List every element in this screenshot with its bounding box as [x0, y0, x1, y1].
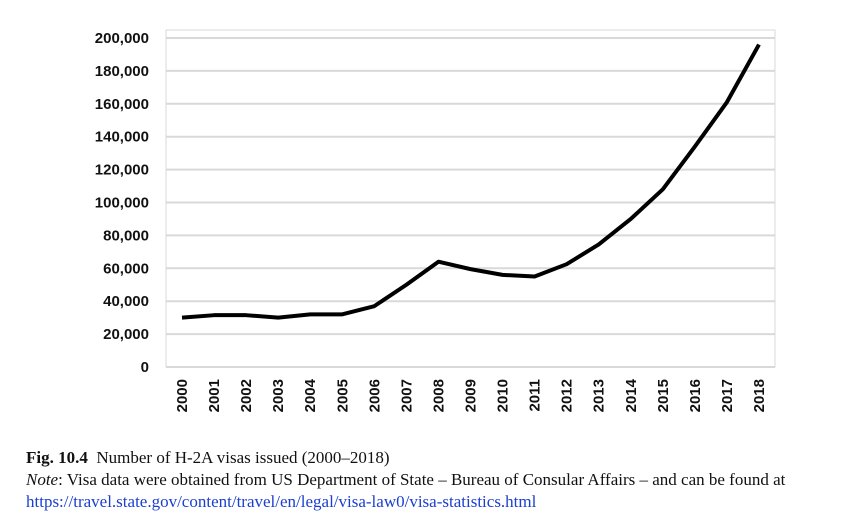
x-tick-label: 2000	[174, 379, 191, 412]
x-tick-label: 2002	[238, 379, 255, 412]
source-link[interactable]: https://travel.state.gov/content/travel/…	[26, 492, 537, 511]
x-tick-label: 2014	[623, 378, 640, 412]
x-tick-label: 2007	[398, 379, 415, 412]
y-tick-label: 80,000	[103, 227, 149, 244]
x-tick-label: 2001	[206, 379, 223, 412]
x-tick-label: 2012	[559, 379, 576, 412]
note-label: Note	[26, 470, 59, 489]
x-tick-label: 2004	[302, 378, 319, 412]
figure-caption: Fig. 10.4 Number of H-2A visas issued (2…	[26, 447, 846, 513]
y-tick-label: 0	[141, 359, 149, 376]
x-tick-label: 2013	[591, 379, 608, 412]
x-tick-label: 2011	[527, 379, 544, 412]
y-tick-label: 40,000	[103, 293, 149, 310]
note-text: : Visa data were obtained from US Depart…	[58, 470, 786, 489]
x-tick-label: 2017	[719, 379, 736, 412]
y-tick-label: 160,000	[95, 96, 149, 113]
x-tick-label: 2005	[334, 379, 351, 412]
x-tick-label: 2009	[463, 379, 480, 412]
x-tick-label: 2003	[270, 379, 287, 412]
figure-title: Number of H-2A visas issued (2000–2018)	[96, 448, 390, 467]
x-tick-label: 2016	[687, 379, 704, 412]
y-tick-label: 120,000	[95, 162, 149, 179]
series-line	[181, 43, 761, 320]
y-tick-label: 180,000	[95, 63, 149, 80]
y-tick-label: 200,000	[95, 30, 149, 47]
x-tick-label: 2008	[430, 379, 447, 412]
x-tick-label: 2015	[655, 379, 672, 412]
x-tick-label: 2006	[366, 379, 383, 412]
x-tick-label: 2018	[751, 379, 768, 412]
y-tick-label: 20,000	[103, 326, 149, 343]
line-chart: 0 20,000 40,000 60,000 80,000 100,000 120,000 1…	[95, 29, 776, 412]
x-tick-label: 2010	[495, 379, 512, 412]
y-tick-label: 60,000	[103, 260, 149, 277]
y-tick-label: 100,000	[95, 195, 149, 212]
figure-label: Fig. 10.4	[26, 448, 88, 467]
y-tick-label: 140,000	[95, 129, 149, 146]
